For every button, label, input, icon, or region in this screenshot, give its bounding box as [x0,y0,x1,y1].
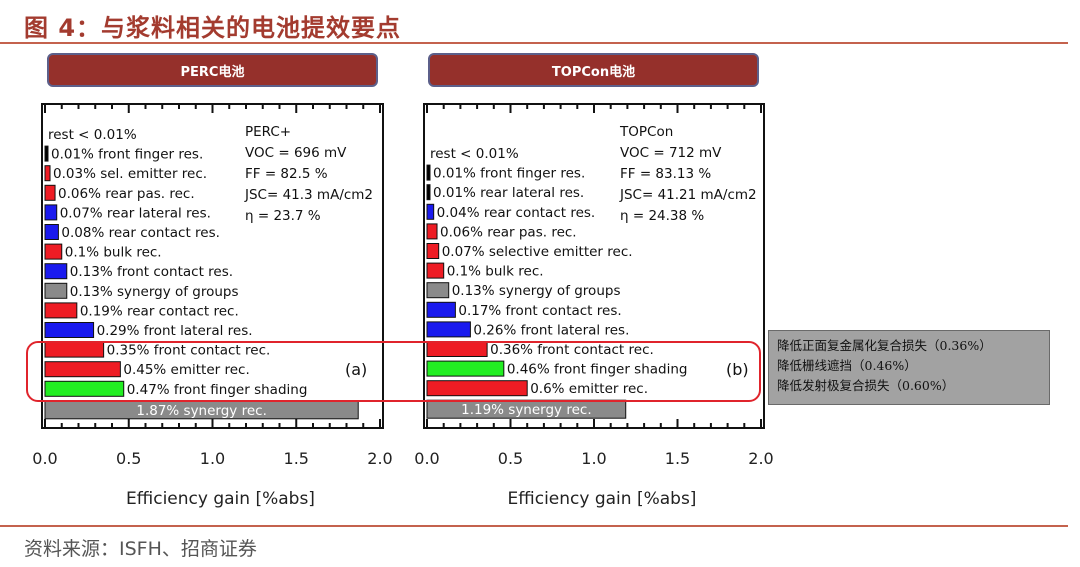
bar [44,184,56,201]
bar [426,380,528,397]
x-tick-label: 2.0 [748,449,773,468]
cell-parameter: TOPCon [619,124,673,140]
bar-label: 0.01% rear lateral res. [433,185,584,201]
highlight-note: 降低正面复金属化复合损失（0.36%） 降低栅线遮挡（0.46%） 降低发射极复… [768,330,1050,405]
cell-parameter: η = 23.7 % [245,208,321,224]
bar-label: 1.87% synergy rec. [136,403,267,419]
panel-label: (a) [345,360,367,379]
note-line: 降低正面复金属化复合损失（0.36%） [777,338,992,353]
bar [426,223,438,240]
bar-label: 0.6% emitter rec. [530,381,648,397]
bar [44,243,63,260]
bar [426,203,435,220]
cell-parameter: VOC = 696 mV [245,145,347,161]
bar [426,164,431,181]
bar-label: 0.01% front finger res. [433,166,585,182]
figure-title: 图 4：与浆料相关的电池提效要点 [24,14,402,42]
bar [426,360,505,377]
x-tick-label: 0.0 [414,449,439,468]
cell-parameter: VOC = 712 mV [620,145,722,161]
bar-label: 0.13% front contact res. [70,264,233,280]
x-tick-label: 2.0 [367,449,392,468]
bar-label: 0.06% rear pas. rec. [58,186,195,202]
bar-label: 0.06% rear pas. rec. [440,224,577,240]
bar [44,282,68,299]
bar-label: 0.1% bulk rec. [65,245,162,261]
x-tick-label: 0.0 [32,449,57,468]
highlight-frame [26,341,761,402]
perc-panel-header: PERC电池 [47,53,378,87]
cell-parameter: FF = 82.5 % [245,166,328,182]
x-tick-label: 1.5 [284,449,309,468]
note-line: 降低发射极复合损失（0.60%） [777,378,955,393]
x-axis-label: Efficiency gain [%abs] [126,489,315,509]
cell-parameter: FF = 83.13 % [620,166,711,182]
bar-label: 0.01% front finger res. [51,147,203,163]
bar-label: 0.07% selective emitter rec. [442,244,633,260]
bar-label: 0.35% front contact rec. [107,343,271,359]
bar-label: 0.13% synergy of groups [452,283,621,299]
bar [44,224,59,240]
cell-parameter: PERC+ [245,124,291,140]
bar [426,243,440,259]
bar-label: 1.19% synergy rec. [461,402,592,418]
bar-label: 0.45% emitter rec. [123,362,249,378]
bar [44,145,49,162]
bar [426,301,456,318]
bar [44,204,58,221]
x-tick-label: 0.5 [498,449,523,468]
source-text: 资料来源：ISFH、招商证券 [24,538,257,560]
cell-parameter: JSC= 41.3 mA/cm2 [244,187,373,203]
cell-parameter: JSC= 41.21 mA/cm2 [619,187,757,203]
bar-label: 0.04% rear contact res. [437,205,596,221]
bar-label: 0.17% front contact res. [458,303,621,319]
bar [426,341,488,357]
bar [44,361,121,378]
bar [44,341,105,358]
perc-chart: 0.0 0.5 1.0 1.5 2.0 Efficiency gain [%abs] res… [32,103,393,509]
bar-label: 0.19% rear contact rec. [80,303,239,319]
x-axis-label: Efficiency gain [%abs] [508,489,697,509]
bar [426,184,431,201]
bar-label: 0.08% rear contact res. [61,225,220,241]
title-underline [0,42,1068,44]
bar [426,282,450,299]
bar-label: 0.07% rear lateral res. [60,205,211,221]
bar-label: 0.47% front finger shading [127,382,308,398]
bar-label: 0.26% front lateral res. [473,322,629,338]
bar [44,302,78,319]
bar [44,322,95,338]
bar [44,263,68,280]
x-tick-label: 1.0 [200,449,225,468]
bar [44,380,125,397]
bar [44,165,51,182]
cell-parameter: η = 24.38 % [620,208,704,224]
topcon-panel-header: TOPCon电池 [428,53,759,87]
bar-label: 0.1% bulk rec. [447,264,544,280]
x-tick-label: 0.5 [116,449,141,468]
bar-label: 0.36% front contact rec. [490,342,654,358]
note-line: 降低栅线遮挡（0.46%） [777,358,917,373]
bar-label: 0.03% sel. emitter rec. [53,166,207,182]
x-tick-label: 1.5 [665,449,690,468]
bar-label: 0.13% synergy of groups [70,284,239,300]
bar-label: 0.29% front lateral res. [97,323,253,339]
x-tick-label: 1.0 [581,449,606,468]
bar-label: 0.46% front finger shading [507,362,688,378]
bar-label: rest < 0.01% [48,127,137,143]
panel-label: (b) [726,360,749,379]
topcon-chart: 0.0 0.5 1.0 1.5 2.0 Efficiency gain [%abs] res… [414,103,774,509]
bar-label: rest < 0.01% [430,146,519,162]
footer-rule [0,525,1068,527]
bar [426,321,471,338]
bar [426,262,445,279]
